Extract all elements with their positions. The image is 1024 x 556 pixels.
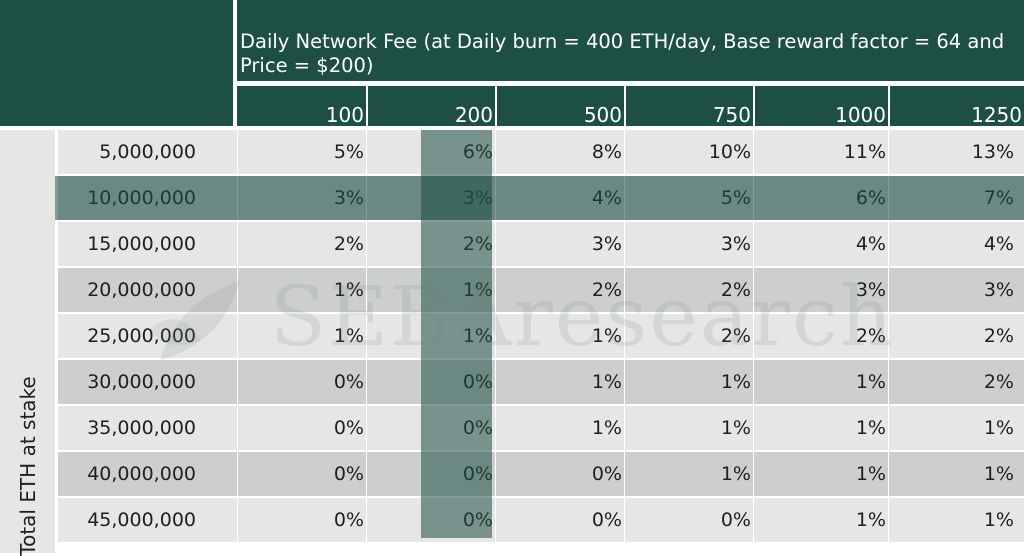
header-column-4: 1000 — [755, 86, 888, 127]
table-cell: 3% — [983, 279, 1014, 301]
row-label: 30,000,000 — [87, 371, 196, 393]
table-cell: 0% — [462, 463, 493, 485]
header-column-5: 1250 — [890, 86, 1024, 127]
table-cell: 13% — [971, 141, 1014, 163]
table-cell: 4% — [983, 233, 1014, 255]
table-row — [58, 268, 1024, 312]
row-label: 25,000,000 — [87, 325, 196, 347]
table-cell: 1% — [983, 463, 1014, 485]
table-cell: 0% — [333, 509, 364, 531]
table-cell: 11% — [843, 141, 886, 163]
table-cell: 1% — [855, 463, 886, 485]
column-divider — [624, 130, 625, 553]
row-label: 20,000,000 — [87, 279, 196, 301]
row-label: 5,000,000 — [99, 141, 196, 163]
table-cell: 0% — [591, 463, 622, 485]
table-cell: 2% — [855, 325, 886, 347]
table-cell: 0% — [333, 463, 364, 485]
table-row — [58, 360, 1024, 404]
table-cell: 3% — [720, 233, 751, 255]
header-column-0: 100 — [237, 86, 366, 127]
table-row — [58, 222, 1024, 266]
table-cell: 1% — [591, 325, 622, 347]
table-cell: 2% — [462, 233, 493, 255]
table-cell: 2% — [983, 325, 1014, 347]
column-divider — [888, 130, 889, 553]
header-title: Daily Network Fee (at Daily burn = 400 E… — [240, 30, 1005, 77]
column-divider — [495, 130, 496, 553]
table-cell: 1% — [720, 371, 751, 393]
header-column-2: 500 — [497, 86, 624, 127]
table-cell: 6% — [462, 141, 493, 163]
table-cell: 1% — [855, 371, 886, 393]
table-cell: 1% — [855, 509, 886, 531]
table-cell: 1% — [983, 509, 1014, 531]
table-cell: 4% — [591, 187, 622, 209]
table-cell: 0% — [720, 509, 751, 531]
row-label: 35,000,000 — [87, 417, 196, 439]
table-cell: 1% — [720, 417, 751, 439]
table-row — [58, 406, 1024, 450]
table-cell: 8% — [591, 141, 622, 163]
side-label-band: Total ETH at stake — [0, 130, 55, 556]
table-cell: 3% — [462, 187, 493, 209]
table-cell: 2% — [333, 233, 364, 255]
header-corner — [0, 0, 233, 126]
table-row — [58, 314, 1024, 358]
side-label: Total ETH at stake — [16, 376, 40, 556]
table-cell: 2% — [591, 279, 622, 301]
header-title-band: Daily Network Fee (at Daily burn = 400 E… — [237, 0, 1024, 81]
row-label: 40,000,000 — [87, 463, 196, 485]
table-cell: 10% — [708, 141, 751, 163]
column-divider — [366, 130, 367, 553]
column-divider — [237, 130, 238, 553]
table-cell: 1% — [720, 463, 751, 485]
table-cell: 6% — [855, 187, 886, 209]
table-cell: 3% — [591, 233, 622, 255]
table-cell: 1% — [855, 417, 886, 439]
table-row — [58, 452, 1024, 496]
table-cell: 7% — [983, 187, 1014, 209]
table-cell: 0% — [333, 371, 364, 393]
row-label: 15,000,000 — [87, 233, 196, 255]
header-column-1: 200 — [368, 86, 495, 127]
table-cell: 2% — [720, 279, 751, 301]
table-cell: 1% — [333, 279, 364, 301]
table-cell: 5% — [333, 141, 364, 163]
table-cell: 4% — [855, 233, 886, 255]
row-label: 45,000,000 — [87, 509, 196, 531]
table-cell: 0% — [462, 417, 493, 439]
table-cell: 1% — [462, 325, 493, 347]
header-column-3: 750 — [626, 86, 753, 127]
table-cell: 1% — [591, 371, 622, 393]
table-cell: 1% — [983, 417, 1014, 439]
table-cell: 1% — [591, 417, 622, 439]
table-cell: 1% — [462, 279, 493, 301]
table-cell: 0% — [591, 509, 622, 531]
table-cell: 3% — [855, 279, 886, 301]
table-row — [58, 130, 1024, 174]
table-row — [58, 498, 1024, 542]
table-cell: 2% — [720, 325, 751, 347]
row-label: 10,000,000 — [87, 187, 196, 209]
table-cell: 2% — [983, 371, 1014, 393]
table-cell: 0% — [333, 417, 364, 439]
table-cell: 1% — [333, 325, 364, 347]
table-cell: 0% — [462, 509, 493, 531]
table-cell: 0% — [462, 371, 493, 393]
column-divider — [753, 130, 754, 553]
table-cell: 3% — [333, 187, 364, 209]
table-cell: 5% — [720, 187, 751, 209]
